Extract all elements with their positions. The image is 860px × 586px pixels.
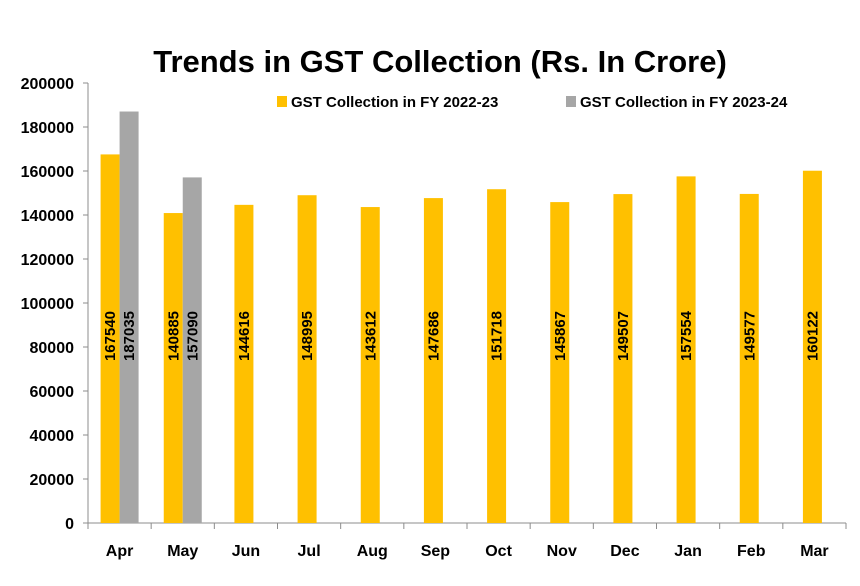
y-tick-label: 60000	[30, 384, 75, 401]
y-tick-label: 0	[65, 516, 74, 533]
x-tick-label: May	[167, 543, 198, 560]
legend: GST Collection in FY 2022-23 GST Collecti…	[277, 94, 788, 111]
data-label: 187035	[121, 311, 138, 361]
x-tick-label: Aug	[357, 543, 388, 560]
bar	[100, 154, 120, 524]
x-tick-label: Mar	[800, 543, 828, 560]
legend-swatch	[277, 96, 287, 107]
y-tick-label: 160000	[21, 164, 74, 181]
bar	[613, 194, 633, 523]
y-tick-label: 20000	[30, 472, 75, 489]
legend-label: GST Collection in FY 2022-23	[291, 94, 498, 111]
y-tick-label: 40000	[30, 428, 75, 445]
bar	[802, 170, 822, 523]
legend-swatch	[566, 96, 576, 107]
chart-title: Trends in GST Collection (Rs. In Crore)	[153, 44, 727, 79]
bar	[676, 176, 696, 523]
x-tick-label: Jul	[298, 543, 321, 560]
x-tick-label: Dec	[610, 543, 639, 560]
x-tick-label: Nov	[547, 543, 577, 560]
data-label: 140885	[165, 311, 182, 361]
y-tick-label: 140000	[21, 208, 74, 225]
data-label: 157090	[184, 311, 201, 361]
data-label: 149577	[741, 311, 758, 361]
data-label: 143612	[362, 311, 379, 361]
x-tick-label: Oct	[485, 543, 512, 560]
bar	[360, 207, 380, 524]
y-tick-label: 200000	[21, 76, 74, 93]
data-label: 147686	[425, 311, 442, 361]
bar	[297, 195, 317, 523]
y-tick-label: 100000	[21, 296, 74, 313]
data-label: 149507	[615, 311, 632, 361]
bar	[119, 111, 139, 523]
axes: 0 20000 40000 60000 80000 100000 120000 140000 1…	[21, 76, 847, 560]
data-label: 144616	[236, 311, 253, 361]
x-tick-label: Sep	[421, 543, 451, 560]
x-tick-label: Feb	[737, 543, 766, 560]
data-label: 148995	[299, 311, 316, 361]
y-tick-label: 180000	[21, 120, 74, 137]
x-tick-label: Jun	[232, 543, 260, 560]
x-tick-label: Apr	[106, 543, 134, 560]
bars: 167540 187035 140885 157090 144616 148995 1436…	[100, 111, 822, 524]
bar	[423, 198, 443, 523]
legend-label: GST Collection in FY 2023-24	[580, 94, 788, 111]
bar	[739, 193, 759, 523]
bar	[163, 213, 183, 524]
y-tick-label: 80000	[30, 340, 75, 357]
bar	[182, 177, 202, 524]
data-label: 167540	[102, 311, 119, 361]
bar	[234, 204, 254, 524]
y-tick-label: 120000	[21, 252, 74, 269]
data-label: 157554	[678, 310, 695, 361]
bar	[550, 202, 570, 524]
data-label: 145867	[552, 311, 569, 361]
data-label: 160122	[804, 311, 821, 361]
bar	[487, 189, 507, 523]
x-tick-label: Jan	[674, 543, 702, 560]
data-label: 151718	[489, 311, 506, 361]
